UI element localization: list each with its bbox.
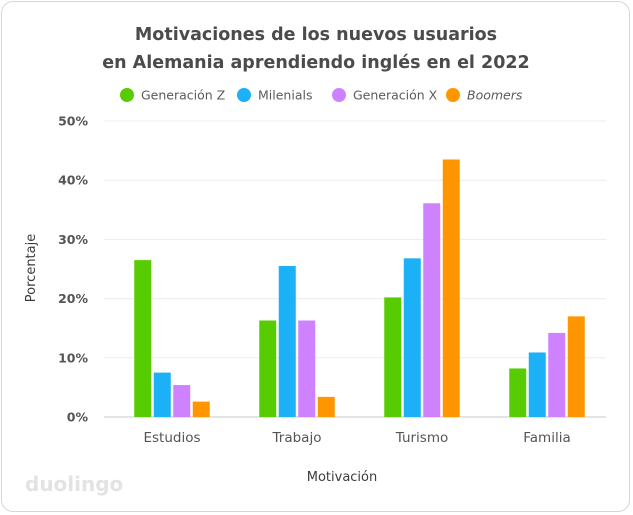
y-tick-label: 20%	[58, 291, 88, 306]
x-tick-label: Estudios	[143, 430, 200, 446]
bar-turismo-2	[403, 258, 421, 417]
y-tick-label: 30%	[58, 232, 88, 247]
x-tick-label: Trabajo	[272, 430, 322, 446]
bar-familia-4	[567, 316, 585, 417]
legend-swatch	[332, 88, 346, 102]
y-tick-label: 0%	[67, 410, 89, 425]
bar-turismo-1	[384, 297, 402, 417]
x-axis-ticks: Estudios Trabajo Turismo Familia	[143, 430, 570, 446]
x-axis-label: Motivación	[307, 470, 378, 485]
chart-title-line-2: en Alemania aprendiendo inglés en el 202…	[102, 53, 529, 73]
y-tick-label: 50%	[58, 114, 88, 129]
bar-familia-3	[548, 332, 566, 417]
legend-label: Generación Z	[141, 88, 225, 103]
bar-turismo-4	[442, 159, 460, 418]
bar-trabajo-3	[298, 320, 316, 417]
bar-trabajo-2	[278, 266, 296, 417]
legend-label: Generación X	[353, 88, 438, 103]
duolingo-logo: duolingo	[25, 472, 123, 496]
y-tick-label: 10%	[58, 350, 88, 365]
bar-estudios-1	[134, 260, 152, 417]
legend-swatch	[446, 88, 460, 102]
y-axis-label: Porcentaje	[24, 234, 39, 302]
legend: Generación Z Milenials Generación X Boomers	[120, 88, 523, 103]
bars	[134, 159, 585, 418]
bar-estudios-2	[153, 372, 171, 417]
bar-familia-2	[528, 352, 546, 417]
chart-title-line-1: Motivaciones de los nuevos usuarios	[135, 25, 497, 45]
legend-label: Boomers	[467, 88, 523, 103]
y-tick-label: 40%	[58, 173, 88, 188]
bar-trabajo-4	[317, 396, 335, 417]
legend-swatch	[237, 88, 251, 102]
bar-trabajo-1	[259, 320, 277, 417]
y-axis-ticks: 0% 10% 20% 30% 40% 50%	[58, 114, 88, 425]
bar-familia-1	[509, 368, 527, 417]
bar-estudios-3	[173, 385, 191, 417]
bar-estudios-4	[192, 401, 210, 417]
legend-swatch	[120, 88, 134, 102]
bar-turismo-3	[423, 203, 441, 417]
x-tick-label: Turismo	[395, 430, 449, 446]
legend-label: Milenials	[258, 88, 312, 103]
x-tick-label: Familia	[523, 430, 570, 446]
